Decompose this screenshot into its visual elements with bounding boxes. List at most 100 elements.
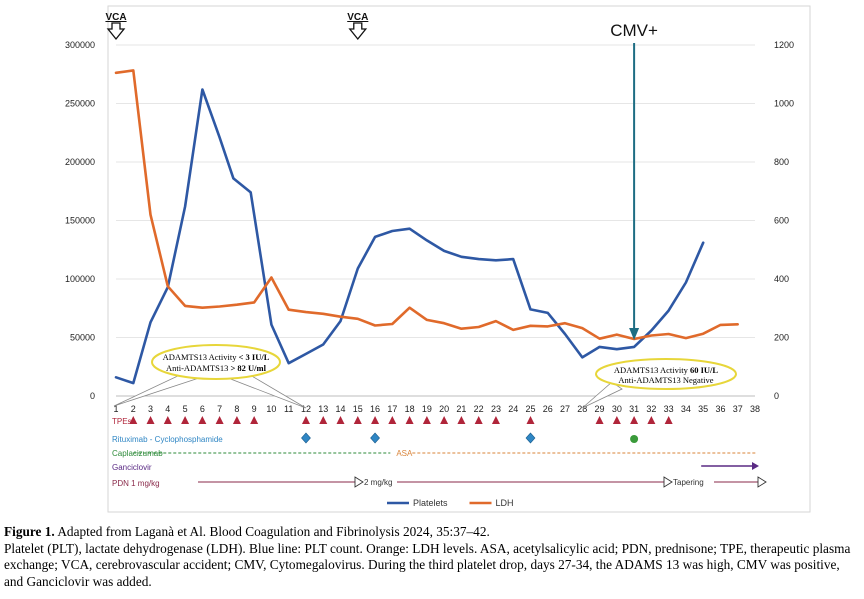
x-tick-label: 25 <box>525 404 535 414</box>
tpe-triangle-icon <box>388 416 397 424</box>
caption-body: Platelet (PLT), lactate dehydrogenase (L… <box>4 540 851 589</box>
pdn-segment-3-label: Tapering <box>673 478 704 487</box>
x-tick-label: 4 <box>165 404 170 414</box>
tpe-triangle-icon <box>198 416 207 424</box>
tpe-triangle-icon <box>422 416 431 424</box>
x-tick-label: 13 <box>318 404 328 414</box>
x-tick-label: 3 <box>148 404 153 414</box>
x-tick-label: 22 <box>474 404 484 414</box>
tpe-triangle-icon <box>440 416 449 424</box>
tpe-triangle-icon <box>336 416 345 424</box>
callout-1-prefix-1: ADAMTS13 Activity <box>163 352 239 362</box>
chart-background <box>0 0 864 520</box>
rituximab-diamond-icon <box>525 432 536 444</box>
x-tick-label: 26 <box>543 404 553 414</box>
legend: Platelets LDH <box>387 498 514 508</box>
tpe-triangle-icon <box>215 416 224 424</box>
open-arrow-icon <box>663 476 673 488</box>
tpe-triangle-icon <box>353 416 362 424</box>
vca-marker: VCA <box>105 12 127 41</box>
callout-2-value-1: 60 IU/L <box>690 365 718 375</box>
tpe-triangle-icon <box>232 416 241 424</box>
vca-label: VCA <box>105 12 126 23</box>
chart-frame <box>107 5 811 513</box>
y-left-tick-label: 150000 <box>65 216 95 226</box>
y-left-tick-label: 0 <box>90 391 95 401</box>
y-left-tick-label: 300000 <box>65 40 95 50</box>
y-right-tick-label: 600 <box>774 216 789 226</box>
vca-label: VCA <box>347 12 368 23</box>
cmv-label: CMV+ <box>610 21 658 40</box>
x-tick-label: 21 <box>456 404 466 414</box>
x-tick-label: 33 <box>664 404 674 414</box>
x-tick-label: 9 <box>252 404 257 414</box>
x-tick-label: 12 <box>301 404 311 414</box>
x-tick-label: 30 <box>612 404 622 414</box>
x-tick-label: 20 <box>439 404 449 414</box>
caption-figure-number: Figure 1. <box>4 524 55 539</box>
callout-2-prefix-1: ADAMTS13 Activity <box>614 365 690 375</box>
x-tick-label: 32 <box>646 404 656 414</box>
open-arrow-icon <box>757 476 767 488</box>
x-tick-label: 23 <box>491 404 501 414</box>
tpe-triangle-icon <box>526 416 535 424</box>
treatment-rows: TPEs Rituximab - Cyclophosphamide Caplaciz… <box>112 416 767 488</box>
x-tick-label: 36 <box>715 404 725 414</box>
y-left-tick-label: 50000 <box>70 333 95 343</box>
tpe-triangle-icon <box>595 416 604 424</box>
tpe-triangle-icon <box>491 416 500 424</box>
tpe-triangle-icon <box>474 416 483 424</box>
tpe-triangle-icon <box>129 416 138 424</box>
x-tick-label: 19 <box>422 404 432 414</box>
asa-label: ASA <box>396 449 413 458</box>
x-axis: 1 2 3 4 5 6 7 8 9 10 11 12 13 14 15 16 17 18 19 20 21 22 23 24 2… <box>113 404 760 414</box>
tpe-triangle-icon <box>647 416 656 424</box>
x-tick-label: 31 <box>629 404 639 414</box>
tpe-triangle-icon <box>181 416 190 424</box>
x-tick-label: 18 <box>405 404 415 414</box>
tpe-triangle-icon <box>163 416 172 424</box>
legend-label: LDH <box>496 498 514 508</box>
x-tick-label: 24 <box>508 404 518 414</box>
cmv-arrowhead-icon <box>629 328 640 340</box>
y-right-tick-label: 1200 <box>774 40 794 50</box>
tpe-triangle-icon <box>250 416 259 424</box>
caption-citation: Adapted from Laganà et Al. Blood Coagula… <box>54 524 490 539</box>
x-tick-label: 27 <box>560 404 570 414</box>
row-label-caplacizumab: Caplacizumab <box>112 449 163 458</box>
row-label-ganciclovir: Ganciclovir <box>112 463 152 472</box>
row-label-tpe: TPEs <box>112 417 132 426</box>
y-left-tick-label: 250000 <box>65 99 95 109</box>
callout-1-ellipse <box>151 344 281 380</box>
y-left-tick-label: 100000 <box>65 274 95 284</box>
x-tick-label: 5 <box>183 404 188 414</box>
tpe-triangle-icon <box>405 416 414 424</box>
figure-caption: Figure 1. Adapted from Laganà et Al. Blo… <box>4 524 860 590</box>
x-tick-label: 29 <box>595 404 605 414</box>
callout-1-prefix-2: Anti-ADAMTS13 <box>166 363 230 373</box>
treatment-dot-icon <box>630 435 639 443</box>
rituximab-diamond-icon <box>301 432 311 444</box>
y-right-tick-label: 800 <box>774 157 789 167</box>
x-tick-label: 14 <box>336 404 346 414</box>
callout-1-value-1: < 3 IU/L <box>239 352 270 362</box>
x-tick-label: 10 <box>266 404 276 414</box>
tpe-triangle-icon <box>371 416 380 424</box>
y-left-tick-label: 200000 <box>65 157 95 167</box>
callout-1-value-2: > 82 U/ml <box>230 363 266 373</box>
x-tick-label: 28 <box>577 404 587 414</box>
rituximab-diamond-icon <box>370 432 380 444</box>
legend-label: Platelets <box>413 498 448 508</box>
x-tick-label: 7 <box>217 404 222 414</box>
row-label-rituximab: Rituximab - Cyclophosphamide <box>112 435 223 444</box>
y-right-tick-label: 200 <box>774 333 789 343</box>
callout-1-line-2: Anti-ADAMTS13 > 82 U/ml <box>166 363 267 373</box>
tpe-triangle-icon <box>301 416 310 424</box>
y-right-tick-label: 1000 <box>774 99 794 109</box>
x-tick-label: 6 <box>200 404 205 414</box>
tpe-triangle-icon <box>612 416 621 424</box>
down-arrow-icon <box>348 22 368 41</box>
x-tick-label: 15 <box>353 404 363 414</box>
